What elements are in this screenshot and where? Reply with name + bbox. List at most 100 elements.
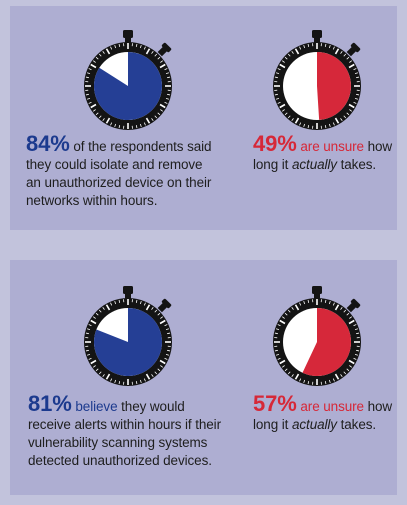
dial-tick bbox=[151, 50, 154, 54]
dial-tick bbox=[294, 48, 300, 55]
crown-button bbox=[123, 30, 133, 38]
dial-tick bbox=[287, 371, 291, 375]
dial-tick bbox=[284, 56, 288, 60]
dial-tick bbox=[343, 115, 347, 119]
data-label-49: 49% bbox=[253, 131, 297, 156]
dial-tick bbox=[279, 319, 286, 325]
dial-tick bbox=[143, 378, 146, 382]
dial-tick bbox=[294, 117, 300, 124]
caption-49-text2: takes. bbox=[340, 157, 377, 172]
dial-tick bbox=[332, 378, 335, 382]
dial-tick bbox=[332, 302, 335, 306]
dial-tick bbox=[348, 319, 355, 325]
dial-tick bbox=[307, 299, 310, 303]
dial-tick bbox=[85, 332, 89, 335]
dial-tick bbox=[354, 353, 359, 356]
dial-tick bbox=[294, 373, 300, 380]
dial-tick bbox=[274, 349, 278, 352]
caption-81-highlight: believe bbox=[75, 399, 118, 414]
dial-tick bbox=[284, 112, 288, 116]
dial-tick bbox=[110, 46, 113, 50]
dial-tick bbox=[135, 125, 138, 129]
dial-tick bbox=[98, 371, 102, 375]
dial-tick bbox=[281, 316, 285, 319]
caption-84: 84% of the respondents said they could i… bbox=[26, 133, 212, 210]
dial-tick bbox=[299, 302, 302, 306]
dial-tick bbox=[307, 381, 310, 385]
side-button bbox=[157, 298, 172, 313]
dial-tick bbox=[167, 93, 171, 96]
pie-slice-81 bbox=[94, 308, 163, 376]
dial-tick bbox=[85, 93, 89, 96]
dial-tick bbox=[159, 103, 166, 109]
dial-tick bbox=[303, 379, 306, 384]
dial-tick bbox=[154, 53, 158, 57]
dial-tick bbox=[332, 122, 335, 126]
dial-tick bbox=[356, 93, 360, 96]
dial-tick bbox=[167, 76, 171, 79]
dial-tick bbox=[165, 328, 170, 331]
dial-tick bbox=[354, 72, 359, 75]
crown-stem bbox=[314, 293, 320, 299]
dial-tick bbox=[154, 115, 158, 119]
dial-tick bbox=[275, 328, 280, 331]
dial-tick bbox=[151, 306, 154, 310]
dial-tick bbox=[349, 60, 353, 63]
dial-tick bbox=[353, 324, 357, 327]
dial-tick bbox=[88, 101, 92, 104]
dial-tick bbox=[167, 332, 171, 335]
crown-button bbox=[123, 286, 133, 294]
dial-tick bbox=[287, 115, 291, 119]
dial-tick bbox=[135, 43, 138, 47]
dial-tick bbox=[159, 359, 166, 365]
dial-tick bbox=[88, 357, 92, 360]
caption-49-highlight: are unsure bbox=[300, 139, 364, 154]
dial-tick bbox=[164, 68, 168, 71]
dial-tick bbox=[354, 97, 359, 100]
caption-57-text2: takes. bbox=[340, 417, 377, 432]
dial-tick bbox=[353, 101, 357, 104]
dial-tick bbox=[284, 368, 288, 372]
dial-tick bbox=[165, 72, 170, 75]
caption-57-italic: actually bbox=[291, 417, 337, 432]
dial-tick bbox=[110, 378, 113, 382]
dial-tick bbox=[343, 371, 347, 375]
dial-tick bbox=[102, 306, 105, 310]
dial-tick bbox=[102, 374, 105, 378]
dial-tick bbox=[118, 381, 121, 385]
dial-tick bbox=[346, 112, 350, 116]
dial-tick bbox=[275, 72, 280, 75]
caption-49: 49% are unsure how long it actually take… bbox=[253, 131, 393, 174]
panel-alerts: 81% believe they would receive alerts wi… bbox=[10, 260, 397, 495]
dial-tick bbox=[114, 123, 117, 128]
dial-tick bbox=[349, 316, 353, 319]
dial-tick bbox=[299, 46, 302, 50]
dial-tick bbox=[356, 76, 360, 79]
dial-tick bbox=[151, 118, 154, 122]
dial-tick bbox=[135, 381, 138, 385]
crown-button bbox=[312, 30, 322, 38]
dial-tick bbox=[90, 103, 97, 109]
dial-tick bbox=[343, 53, 347, 57]
dial-tick bbox=[274, 332, 278, 335]
dial-tick bbox=[354, 328, 359, 331]
dial-tick bbox=[154, 371, 158, 375]
dial-tick bbox=[307, 43, 310, 47]
dial-tick bbox=[164, 324, 168, 327]
dial-tick bbox=[143, 302, 146, 306]
dial-tick bbox=[145, 48, 151, 55]
dial-tick bbox=[279, 359, 286, 365]
dial-tick bbox=[334, 304, 340, 311]
dial-tick bbox=[353, 68, 357, 71]
side-button bbox=[157, 42, 172, 57]
dial-tick bbox=[346, 56, 350, 60]
dial-tick bbox=[86, 97, 91, 100]
stopwatch-81-chart bbox=[84, 286, 172, 386]
dial-tick bbox=[85, 76, 89, 79]
dial-tick bbox=[90, 359, 97, 365]
dial-tick bbox=[157, 112, 161, 116]
dial-tick bbox=[105, 373, 111, 380]
dial-tick bbox=[275, 353, 280, 356]
dial-tick bbox=[95, 56, 99, 60]
dial-tick bbox=[114, 44, 117, 49]
